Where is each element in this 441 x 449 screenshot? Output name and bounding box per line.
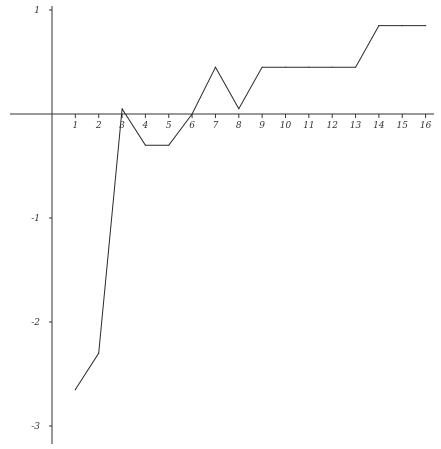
- data-point: [121, 108, 123, 110]
- x-tick-label: 8: [236, 121, 242, 131]
- y-tick-label: -2: [31, 318, 40, 328]
- x-tick-label: 15: [397, 121, 409, 131]
- data-point: [401, 25, 403, 27]
- x-tick-label: 7: [213, 121, 219, 131]
- data-point: [308, 66, 310, 68]
- data-point: [74, 389, 76, 391]
- x-tick-label: 4: [142, 121, 149, 131]
- x-tick-label: 1: [72, 121, 78, 131]
- x-tick-label: 2: [95, 121, 102, 131]
- series-group: [74, 25, 427, 391]
- data-point: [191, 113, 193, 115]
- data-point: [331, 66, 333, 68]
- y-tick-label: 1: [34, 6, 40, 16]
- axes: [10, 6, 434, 444]
- data-point: [354, 66, 357, 68]
- data-point: [168, 144, 170, 146]
- data-point: [144, 144, 146, 146]
- y-tick-label: -3: [31, 422, 40, 432]
- x-tick-label: 5: [166, 121, 172, 131]
- data-point: [214, 66, 217, 68]
- data-point: [425, 25, 427, 27]
- x-tick-label: 13: [350, 121, 362, 131]
- x-tick-label: 6: [189, 121, 195, 131]
- x-tick-label: 14: [373, 121, 385, 131]
- data-point: [238, 108, 240, 110]
- x-tick-label: 11: [303, 121, 314, 131]
- y-tick-label: -1: [31, 214, 40, 224]
- tick-labels: 1 2 3 4 5 6 7 8 9 10 11 12 13 14 15 161-1-2-3: [31, 6, 431, 432]
- data-point: [261, 66, 263, 68]
- x-tick-label: 12: [326, 121, 338, 131]
- x-tick-label: 10: [280, 121, 292, 131]
- x-tick-label: 3: [119, 121, 125, 131]
- data-point: [378, 25, 380, 27]
- x-tick-label: 16: [420, 121, 432, 131]
- data-point: [284, 66, 287, 68]
- data-point: [98, 352, 100, 354]
- ticks: [49, 9, 427, 427]
- x-tick-label: 9: [259, 121, 265, 131]
- series-line: [74, 25, 426, 390]
